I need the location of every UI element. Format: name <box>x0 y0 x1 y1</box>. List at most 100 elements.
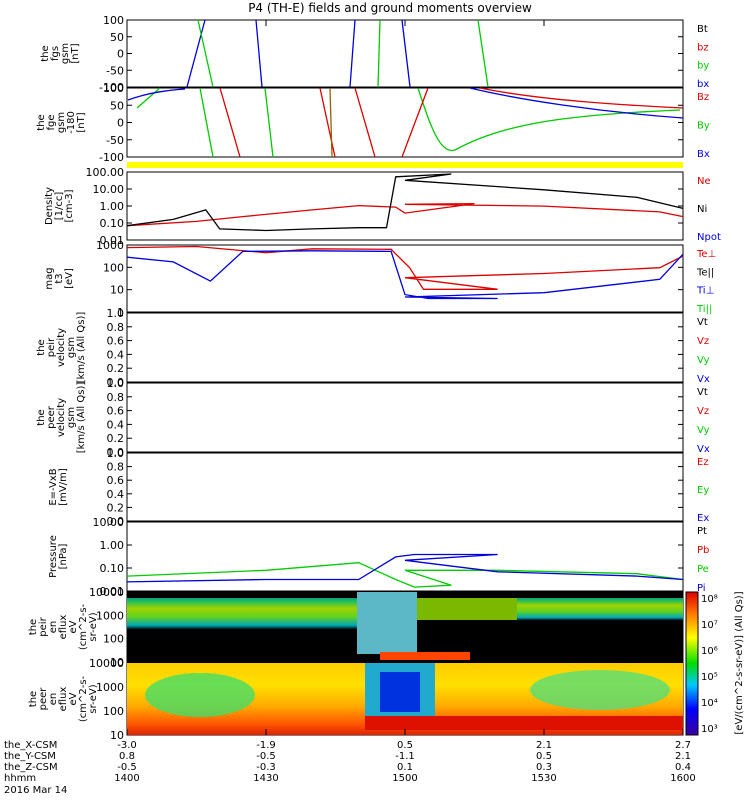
x-tick-label: 1600 <box>670 773 695 784</box>
series-density-Ni <box>126 173 684 232</box>
x-row-label: hhmm <box>4 773 36 784</box>
x-tick-label: 2.1 <box>536 740 552 751</box>
x-tick-label: 1430 <box>253 773 278 784</box>
y-axis-label: fgs <box>50 46 61 61</box>
y-tick-label: 1 <box>117 306 124 319</box>
y-axis-label: eflux <box>58 615 69 640</box>
y-axis-label: the <box>28 691 39 707</box>
x-tick-label: 0.4 <box>675 762 691 773</box>
field-trace <box>469 87 684 119</box>
figure-title: P4 (TH-E) fields and ground moments over… <box>248 1 532 15</box>
y-axis-label: sr-eV) <box>88 684 99 713</box>
y-axis-label: en <box>48 693 59 706</box>
legend-Pi: Pi <box>697 583 706 594</box>
y-axis-label: (cm^2-s- <box>78 675 89 722</box>
y-tick-label: 100 <box>103 705 124 718</box>
plot-frame <box>126 382 684 453</box>
y-axis-label: -180 <box>66 111 77 134</box>
legend-Ti⊥: Ti⊥ <box>696 286 714 297</box>
legend-By: By <box>697 121 710 132</box>
legend-Npot: Npot <box>697 232 721 243</box>
colorbar-tick-label: 10³ <box>701 724 718 735</box>
y-axis-label: gsm <box>66 407 77 428</box>
plot-area <box>127 88 683 157</box>
y-tick-label: 0.6 <box>107 335 125 348</box>
date-label: 2016 Mar 14 <box>4 785 67 796</box>
series-pressure-Pi <box>126 553 684 583</box>
y-axis-label: eV <box>68 620 79 633</box>
y-tick-label: 10 <box>110 284 124 297</box>
x-tick-label: -1.9 <box>256 740 276 751</box>
y-tick-label: 0.01 <box>100 234 125 247</box>
field-trace <box>479 87 684 109</box>
legend-Vx: Vx <box>697 444 710 455</box>
y-axis-label: (cm^2-s- <box>78 603 89 650</box>
y-axis-label: fge <box>46 114 57 130</box>
y-axis-label: velocity <box>56 328 67 367</box>
colorbar-tick-label: 10⁸ <box>701 594 718 605</box>
y-tick-label: 0.0 <box>107 376 125 389</box>
y-axis-label: gsm <box>60 43 71 64</box>
y-axis-label: eflux <box>58 687 69 712</box>
ion-spectrogram-image <box>127 592 683 662</box>
y-tick-label: 0.4 <box>107 348 125 361</box>
field-trace <box>319 87 336 158</box>
y-axis-label: E=-VxB <box>48 468 59 505</box>
x-tick-label: 0.1 <box>397 762 413 773</box>
x-tick-label: 1400 <box>114 773 139 784</box>
y-axis-label: peir <box>46 337 57 357</box>
y-tick-label: 0.6 <box>107 405 125 418</box>
legend-Ni: Ni <box>697 204 707 215</box>
y-axis-label: [km/s (All Qs)] <box>76 312 87 384</box>
panel-pressure: 10.00 1.00 0.10 0.01 Pressure [nPa] Pt Pb Pe Pi <box>48 516 709 598</box>
x-tick-label: -0.5 <box>256 751 276 762</box>
y-axis-label: [eV] <box>64 268 75 289</box>
colorbar-tick-label: 10⁵ <box>701 672 718 683</box>
series-pressure-Pe <box>126 562 684 588</box>
y-tick-label: 0.10 <box>100 562 125 575</box>
y-axis-label: mag <box>44 267 55 289</box>
x-row-label: the_X-CSM <box>4 740 57 751</box>
legend-Ne: Ne <box>697 176 711 187</box>
legend-Vy: Vy <box>697 425 710 436</box>
y-tick-label: 100.00 <box>86 166 125 179</box>
y-tick-label: -100 <box>99 151 124 164</box>
field-trace <box>197 19 214 88</box>
y-axis-label: peer <box>46 405 57 429</box>
series-density-Ne <box>126 202 684 227</box>
y-tick-label: 0.4 <box>107 488 125 501</box>
y-axis-label: sr-eV) <box>88 612 99 641</box>
field-trace <box>417 87 681 152</box>
plot-area <box>127 245 683 312</box>
x-tick-label: 1530 <box>531 773 556 784</box>
y-tick-label: 10000 <box>89 657 124 670</box>
y-axis-label: the <box>36 409 47 425</box>
legend-bx: bx <box>697 79 709 90</box>
x-tick-label: 0.3 <box>536 762 552 773</box>
y-axis-label: [mV/m] <box>58 468 69 506</box>
y-tick-label: 0.8 <box>107 321 125 334</box>
x-tick-label: 2.1 <box>675 751 691 762</box>
y-tick-label: 0.01 <box>100 585 125 598</box>
y-axis-label: [1/cc] <box>54 192 65 221</box>
panel-peir_en: 10000 1000 100 10 the peir en eflux eV (cm^2-s-sr… <box>28 586 684 669</box>
x-tick-label: -3.0 <box>117 740 137 751</box>
panel-temp: 1000 100 10 1 mag t3 [eV] Te⊥ Te|| Ti⊥ Ti|| <box>44 239 716 319</box>
y-axis-label: eV <box>68 692 79 705</box>
y-tick-label: 100 <box>103 633 124 646</box>
y-axis-label: en <box>48 621 59 634</box>
y-tick-label: -100 <box>99 81 124 94</box>
y-axis-label: t3 <box>54 273 65 283</box>
legend-Ex: Ex <box>697 513 709 524</box>
electron-spectrogram-image <box>127 663 683 735</box>
y-axis-label: [nT] <box>76 112 87 132</box>
y-tick-label: 0.0 <box>107 446 125 459</box>
y-axis-label: Pressure <box>48 535 59 578</box>
legend-Ez: Ez <box>697 457 709 468</box>
legend-Vt: Vt <box>697 317 708 328</box>
y-tick-label: 100 <box>103 14 124 27</box>
y-axis-label: peir <box>38 616 49 636</box>
field-trace <box>477 19 489 88</box>
plot-frame <box>126 521 684 592</box>
